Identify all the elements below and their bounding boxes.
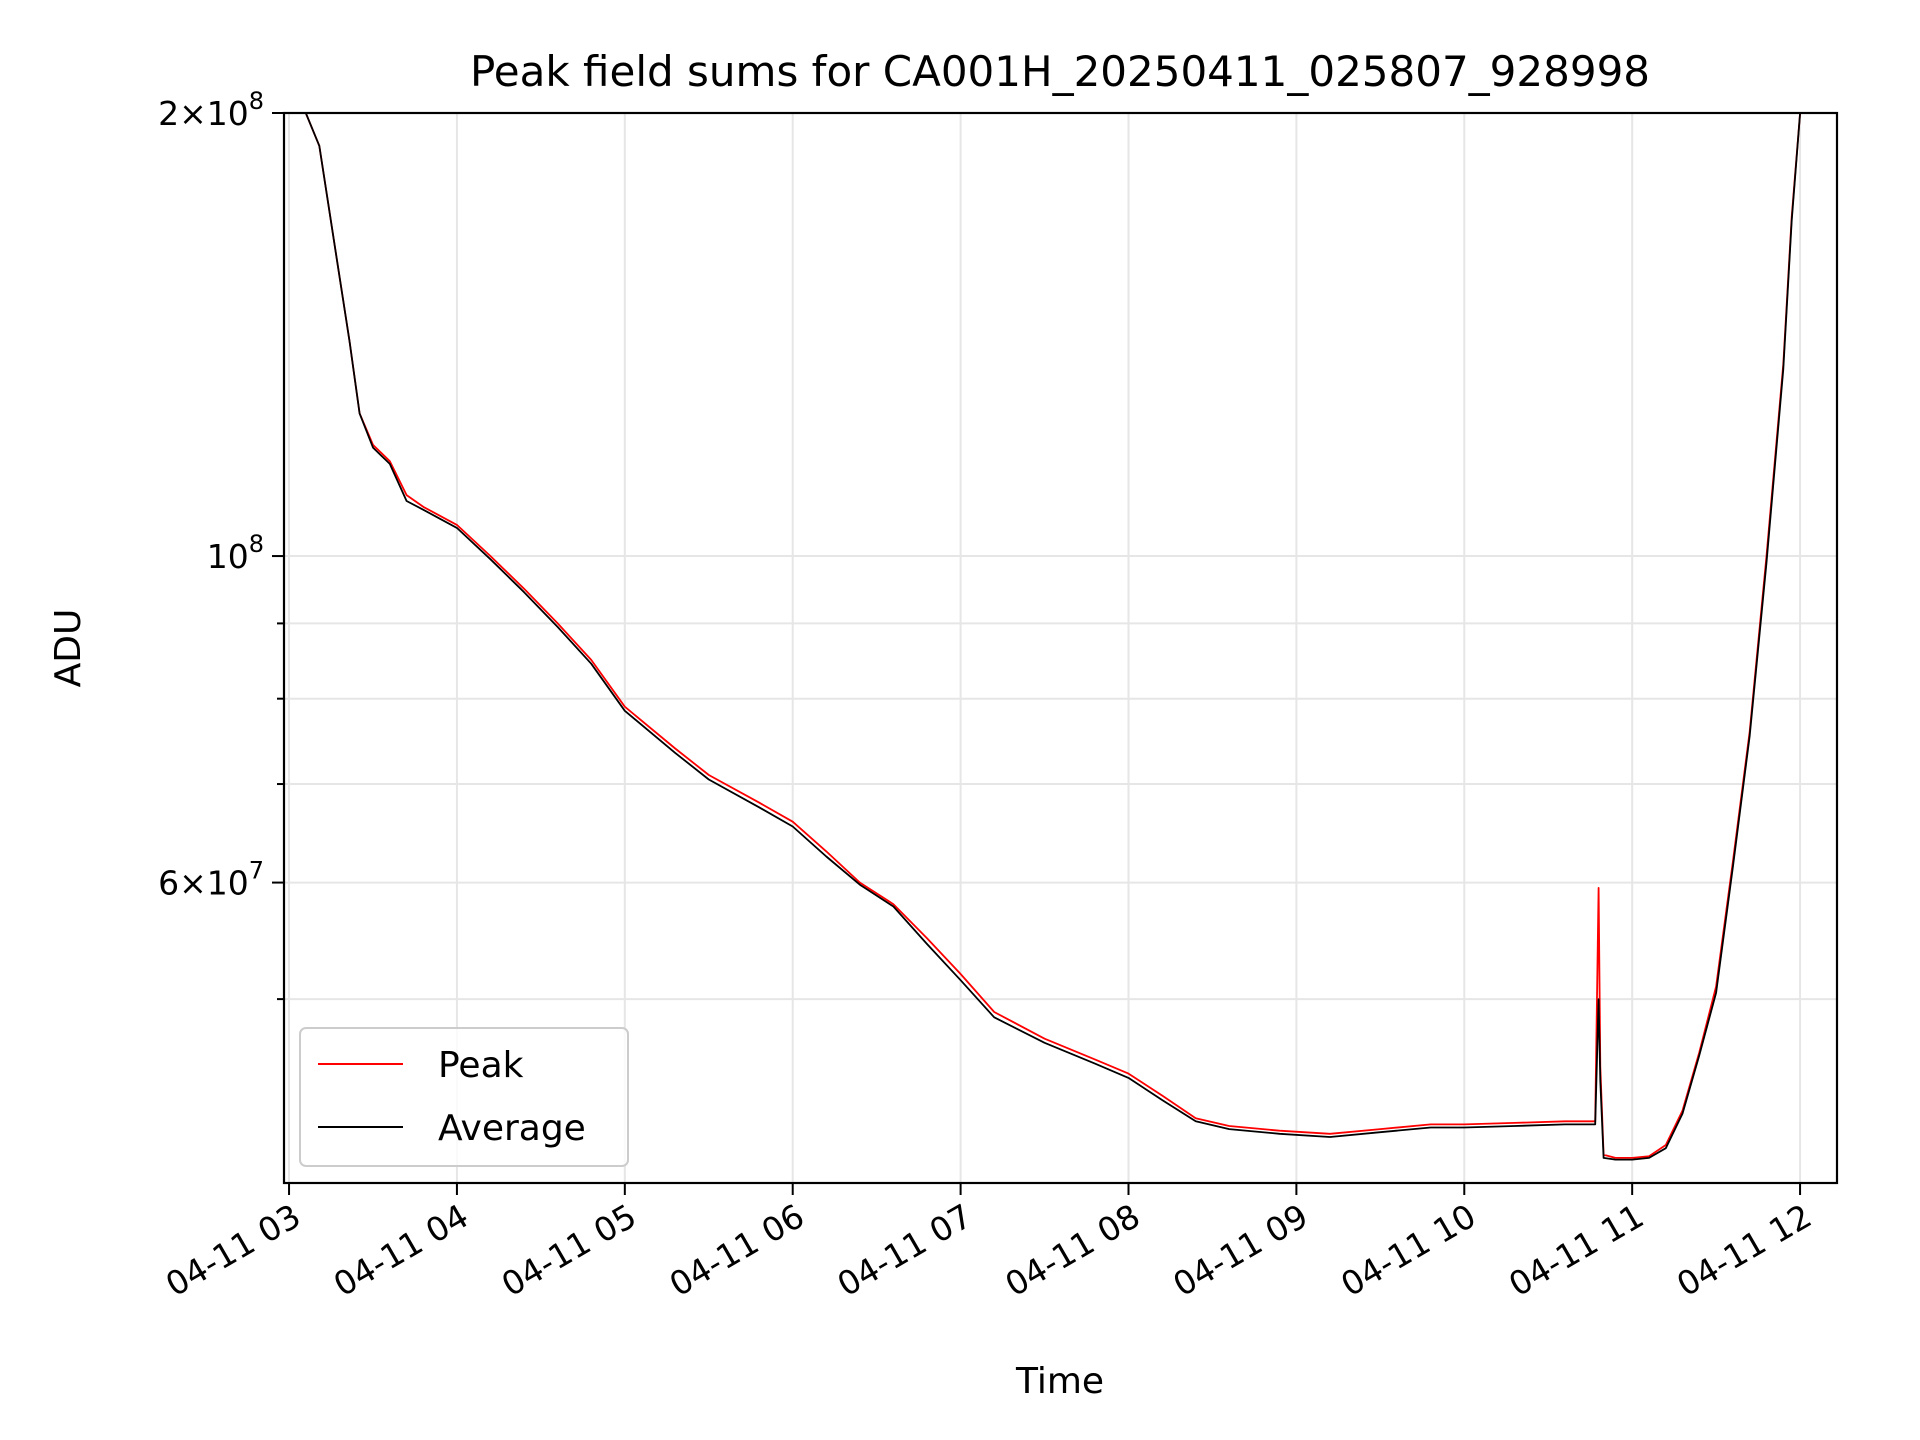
series-line-peak — [304, 112, 1801, 1159]
y-tick-label: 2×108 — [158, 87, 264, 133]
legend: Peak Average — [299, 1027, 629, 1167]
y-tick-label: 108 — [207, 530, 264, 576]
legend-label-peak: Peak — [438, 1045, 524, 1086]
x-axis-label: Time — [1015, 1361, 1104, 1402]
y-axis-label: ADU — [48, 609, 89, 688]
legend-label-average: Average — [438, 1108, 586, 1149]
series-layer — [304, 112, 1801, 1161]
legend-box — [299, 1027, 629, 1167]
series-line-average — [304, 112, 1801, 1161]
plot-frame — [282, 111, 1839, 1185]
y-tick-label: 6×107 — [158, 857, 264, 903]
chart-title: Peak field sums for CA001H_20250411_0258… — [470, 47, 1650, 96]
